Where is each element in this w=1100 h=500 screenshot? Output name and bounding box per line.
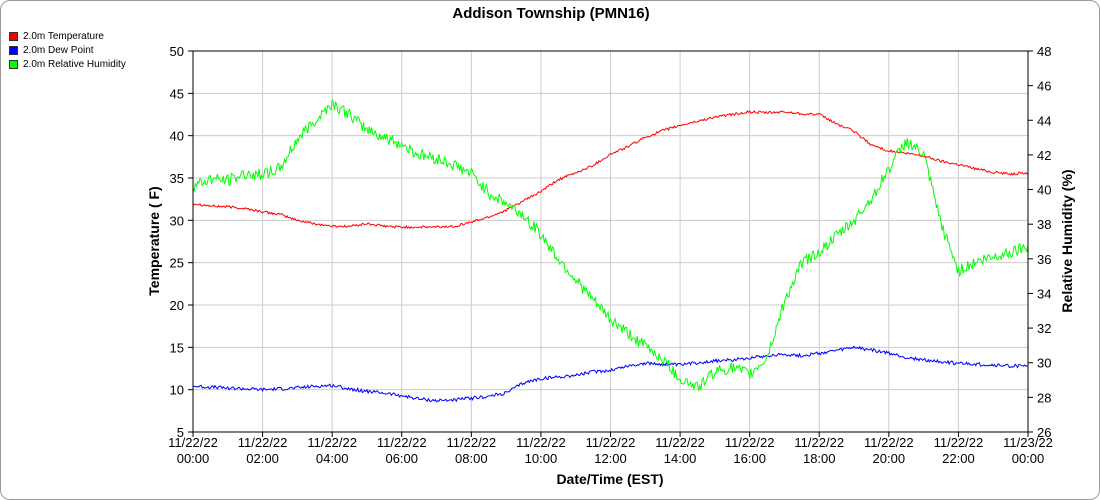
x-tick-time: 20:00 xyxy=(873,451,906,466)
x-tick-time: 02:00 xyxy=(246,451,279,466)
legend-swatch-dew-point xyxy=(9,45,18,55)
series-line-2-0m-temperature xyxy=(192,110,1029,230)
x-tick-time: 08:00 xyxy=(455,451,488,466)
legend-item-relative-humidity: 2.0m Relative Humidity xyxy=(9,57,126,71)
y-tick-label: 15 xyxy=(170,340,184,355)
legend-swatch-relative-humidity xyxy=(9,59,18,69)
series-line-2-0m-relative-humidity xyxy=(192,99,1029,392)
legend: 2.0m Temperature 2.0m Dew Point 2.0m Rel… xyxy=(9,29,126,71)
y-tick-label: 30 xyxy=(170,213,184,228)
chart-title: Addison Township (PMN16) xyxy=(452,5,650,22)
x-tick-time: 00:00 xyxy=(177,451,210,466)
y2-tick-label: 42 xyxy=(1037,148,1051,163)
legend-label-relative-humidity: 2.0m Relative Humidity xyxy=(23,58,126,70)
x-axis-title: Date/Time (EST) xyxy=(556,471,663,487)
legend-swatch-temperature xyxy=(9,31,18,41)
x-tick-date: 11/22/22 xyxy=(655,435,705,450)
x-tick-date: 11/22/22 xyxy=(864,435,914,450)
y2-axis-title: Relative Humidity (%) xyxy=(1059,169,1075,312)
x-tick-date: 11/22/22 xyxy=(307,435,357,450)
y2-tick-label: 28 xyxy=(1037,390,1051,405)
x-tick-time: 18:00 xyxy=(803,451,836,466)
y2-tick-label: 46 xyxy=(1037,79,1051,94)
x-tick-date: 11/22/22 xyxy=(238,435,288,450)
x-tick-date: 11/22/22 xyxy=(168,435,218,450)
x-tick-date: 11/22/22 xyxy=(934,435,984,450)
y-axis-title: Temperature ( F) xyxy=(146,186,162,295)
legend-item-dew-point: 2.0m Dew Point xyxy=(9,43,126,57)
y-tick-label: 45 xyxy=(170,86,184,101)
x-tick-date: 11/22/22 xyxy=(516,435,566,450)
x-tick-date: 11/22/22 xyxy=(447,435,497,450)
y-tick-label: 40 xyxy=(170,129,184,144)
x-tick-date: 11/22/22 xyxy=(725,435,775,450)
y-tick-label: 25 xyxy=(170,256,184,271)
x-tick-date: 11/22/22 xyxy=(377,435,427,450)
x-tick-time: 00:00 xyxy=(1012,451,1045,466)
legend-label-dew-point: 2.0m Dew Point xyxy=(23,44,94,56)
y-tick-label: 35 xyxy=(170,171,184,186)
x-tick-time: 10:00 xyxy=(525,451,558,466)
y-tick-label: 10 xyxy=(170,383,184,398)
ticks: 5 10 15 20 25 30 35 40 45 50 26 28 30 32 34 36 38 40 42 44 4… xyxy=(168,44,1053,466)
y2-tick-label: 40 xyxy=(1037,183,1051,198)
y2-tick-label: 34 xyxy=(1037,286,1051,301)
x-tick-time: 22:00 xyxy=(942,451,975,466)
legend-label-temperature: 2.0m Temperature xyxy=(23,30,104,42)
y2-tick-label: 30 xyxy=(1037,356,1051,371)
y2-tick-label: 48 xyxy=(1037,44,1051,59)
x-tick-time: 14:00 xyxy=(664,451,697,466)
series-group xyxy=(192,99,1029,403)
y-tick-label: 5 xyxy=(177,425,184,440)
legend-item-temperature: 2.0m Temperature xyxy=(9,29,126,43)
y2-tick-label: 36 xyxy=(1037,252,1051,267)
x-tick-date: 11/22/22 xyxy=(586,435,636,450)
y-tick-label: 50 xyxy=(170,44,184,59)
y2-tick-label: 32 xyxy=(1037,321,1051,336)
x-tick-time: 04:00 xyxy=(316,451,349,466)
x-tick-time: 06:00 xyxy=(385,451,418,466)
x-tick-date: 11/22/22 xyxy=(794,435,844,450)
x-tick-time: 12:00 xyxy=(594,451,627,466)
x-tick-time: 16:00 xyxy=(733,451,766,466)
series-line-2-0m-dew-point xyxy=(192,345,1029,403)
y-tick-label: 20 xyxy=(170,298,184,313)
y2-tick-label: 38 xyxy=(1037,217,1051,232)
y2-tick-label: 44 xyxy=(1037,113,1051,128)
x-tick-date: 11/23/22 xyxy=(1003,435,1053,450)
y2-tick-label: 26 xyxy=(1037,425,1051,440)
